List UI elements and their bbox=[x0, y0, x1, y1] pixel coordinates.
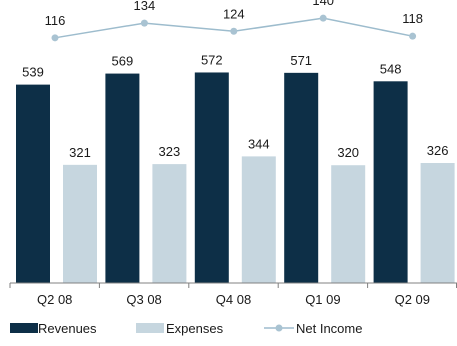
revenues-bar-q2-09 bbox=[373, 81, 408, 283]
x-tick-label: Q2 09 bbox=[395, 292, 430, 307]
net-income-line-layer bbox=[51, 14, 417, 42]
legend-net-income-label: Net Income bbox=[296, 321, 362, 336]
x-tick-label: Q1 09 bbox=[305, 292, 340, 307]
value-labels-layer: 539 321 569 323 572 344 571 320 548 326 116 134 124 1… bbox=[22, 0, 448, 160]
bars-layer bbox=[16, 72, 455, 284]
expenses-bar-q4-08 bbox=[241, 156, 276, 283]
legend-revenues-label: Revenues bbox=[38, 321, 97, 336]
net-income-point bbox=[319, 14, 327, 22]
x-axis: Q2 08 Q3 08 Q4 08 Q1 09 Q2 09 bbox=[9, 282, 457, 307]
expenses-value-label: 344 bbox=[248, 136, 270, 151]
legend-net-income-marker bbox=[275, 324, 283, 332]
expenses-bar-q2-08 bbox=[63, 164, 97, 283]
revenues-value-label: 548 bbox=[380, 61, 402, 76]
net-income-value-label: 134 bbox=[134, 0, 156, 13]
revenues-bar-q1-09 bbox=[284, 72, 319, 284]
legend: Revenues Expenses Net Income bbox=[10, 321, 362, 336]
revenues-bar-q2-08 bbox=[16, 84, 50, 283]
expenses-value-label: 321 bbox=[69, 145, 91, 160]
expenses-value-label: 326 bbox=[427, 143, 449, 158]
expenses-value-label: 320 bbox=[337, 145, 359, 160]
revenues-value-label: 572 bbox=[201, 52, 223, 67]
revenues-bar-q4-08 bbox=[194, 72, 229, 283]
net-income-point bbox=[230, 27, 238, 35]
net-income-value-label: 124 bbox=[223, 6, 245, 21]
expenses-bar-q2-09 bbox=[420, 163, 455, 283]
x-tick-label: Q2 08 bbox=[37, 292, 72, 307]
net-income-value-label: 118 bbox=[402, 11, 423, 26]
net-income-value-label: 140 bbox=[312, 0, 334, 8]
legend-expenses-swatch bbox=[136, 323, 164, 333]
revenues-value-label: 539 bbox=[22, 65, 44, 80]
net-income-point bbox=[140, 19, 148, 27]
net-income-value-label: 116 bbox=[45, 13, 66, 28]
revenues-value-label: 571 bbox=[290, 53, 312, 68]
x-tick-label: Q4 08 bbox=[216, 292, 251, 307]
expenses-bar-q1-09 bbox=[331, 165, 366, 283]
revenues-bar-q3-08 bbox=[105, 73, 140, 283]
expenses-bar-q3-08 bbox=[152, 164, 187, 283]
revenues-value-label: 569 bbox=[112, 54, 134, 69]
net-income-point bbox=[409, 32, 417, 40]
x-tick-label: Q3 08 bbox=[126, 292, 161, 307]
legend-expenses-label: Expenses bbox=[166, 321, 224, 336]
net-income-point bbox=[51, 34, 59, 42]
expenses-value-label: 323 bbox=[159, 144, 181, 159]
legend-revenues-swatch bbox=[10, 323, 38, 333]
